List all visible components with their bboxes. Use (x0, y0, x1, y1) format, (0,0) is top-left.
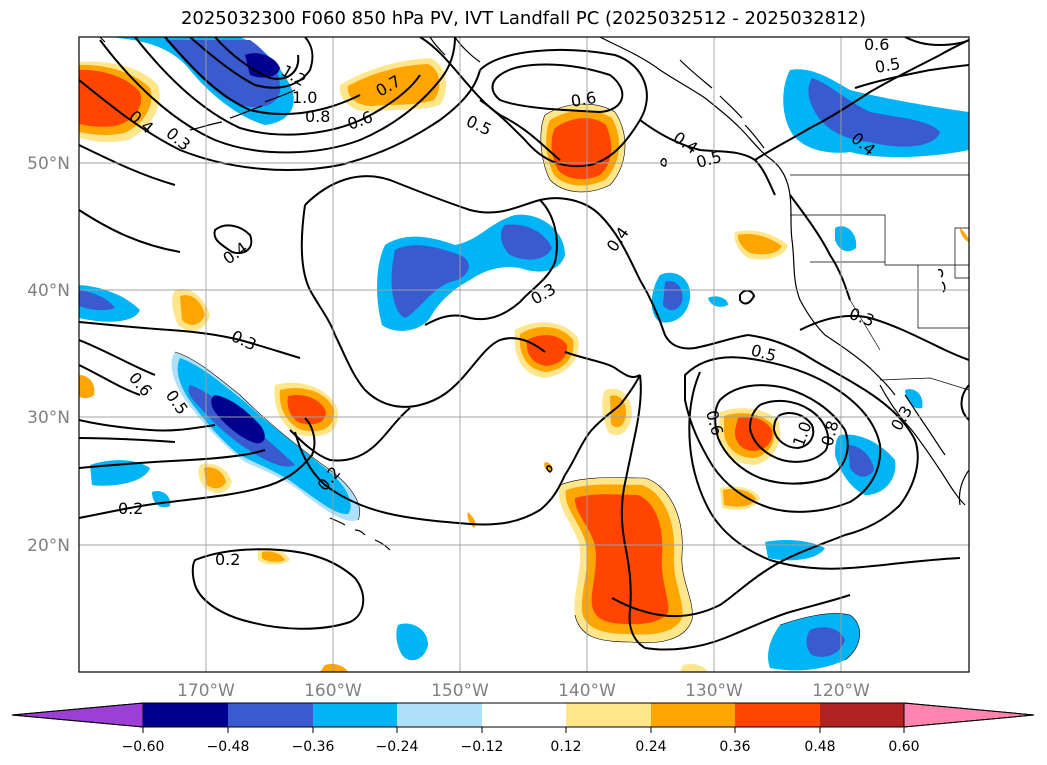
colorbar: −0.60 −0.48 −0.36 −0.24 −0.12 0.12 0.24 … (11, 702, 1035, 755)
contour-label: 0.6 (864, 35, 889, 54)
map-frame (78, 36, 970, 673)
colorbar-tick-label: 0.36 (719, 739, 750, 755)
colorbar-segment (228, 703, 313, 727)
colorbar-tick-label: 0.24 (635, 739, 666, 755)
latitude-labels: 50°N 40°N 30°N 20°N (27, 154, 70, 556)
graticule (79, 37, 969, 672)
colorbar-tick-label: −0.12 (461, 739, 504, 755)
lon-label: 130°W (685, 681, 743, 701)
colorbar-segment (313, 703, 397, 727)
lat-label: 40°N (27, 281, 70, 301)
colorbar-tick-label: −0.36 (292, 739, 335, 755)
colorbar-tick-label: −0.24 (376, 739, 419, 755)
pv-positive-region-northwest (79, 61, 160, 143)
contour-label: 0.6 (569, 88, 597, 111)
political-borders (790, 174, 969, 391)
colorbar-extend-right (903, 702, 1035, 728)
contour-label: 0.5 (873, 54, 901, 77)
colorbar-tick-label: −0.48 (207, 739, 250, 755)
pv-positive-region-central (320, 228, 969, 672)
map-title: 2025032300 F060 850 hPa PV, IVT Landfall… (180, 8, 867, 29)
colorbar-tick-label: 0.12 (550, 739, 581, 755)
lon-label: 140°W (558, 681, 616, 701)
coastlines (99, 37, 969, 551)
colorbar-segment (735, 703, 820, 727)
colorbar-segment (397, 703, 482, 727)
colorbar-extend-left (11, 702, 144, 728)
lat-label: 30°N (27, 408, 70, 428)
lat-label: 50°N (27, 154, 70, 174)
colorbar-segment (820, 703, 904, 727)
lon-label: 120°W (812, 681, 870, 701)
lat-label: 20°N (27, 536, 70, 556)
colorbar-segment (143, 703, 228, 727)
pv-positive-region-subtropical (79, 288, 632, 565)
lon-label: 150°W (431, 681, 489, 701)
colorbar-segment (566, 703, 651, 727)
ivt-contours (79, 37, 969, 651)
contour-label: 1.0 (292, 88, 317, 107)
pv-negative-region-small (651, 226, 857, 323)
colorbar-segment (482, 703, 566, 727)
ivt-contour-blips (546, 157, 946, 473)
pv-negative-region-west (79, 285, 140, 322)
longitude-labels: 170°W 160°W 150°W 140°W 130°W 120°W (177, 681, 870, 701)
contour-label: 0.2 (215, 550, 240, 569)
colorbar-tick-label: 0.48 (804, 739, 835, 755)
pv-fill-layer: 1.2 1.0 0.8 0.6 0.7 0.4 0.3 0.6 0.5 0.4 … (79, 35, 969, 672)
pv-negative-region-misc (90, 389, 923, 671)
colorbar-tick-label: 0.60 (888, 739, 919, 755)
colorbar-segment (651, 703, 735, 727)
pv-negative-region-north (110, 37, 294, 125)
pv-negative-region-central-pacific (377, 214, 565, 331)
contour-label: 0.2 (118, 499, 143, 518)
contour-label: 0.8 (305, 107, 330, 126)
lon-label: 160°W (304, 681, 362, 701)
lon-label: 170°W (177, 681, 235, 701)
pv-negative-band-subtropical (171, 352, 360, 521)
colorbar-tick-label: −0.60 (122, 739, 165, 755)
